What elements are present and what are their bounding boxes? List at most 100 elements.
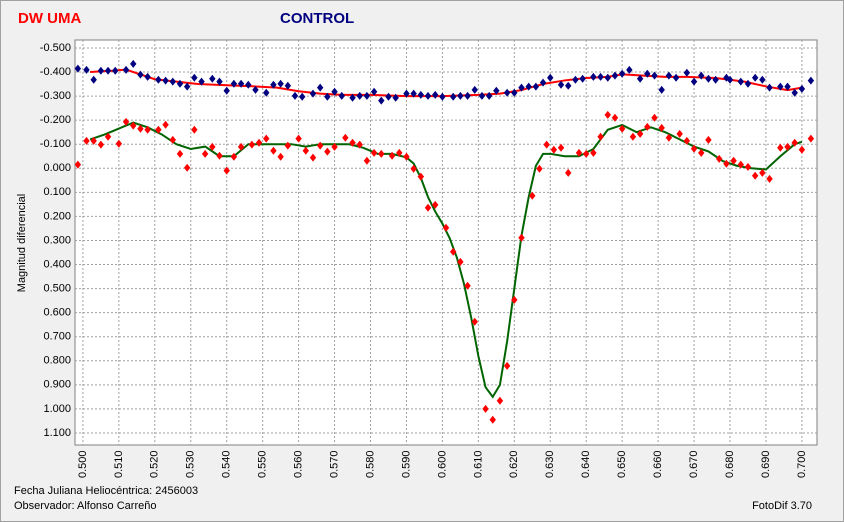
x-tick-label: 0.620 [508,450,520,478]
data-point [295,134,302,143]
data-point [74,160,82,169]
data-point [575,148,583,157]
data-point [316,141,324,150]
data-point [784,142,791,151]
y-tick-label: 1.000 [43,403,71,415]
data-point [572,75,579,84]
data-point [723,159,730,168]
data-point [629,132,637,141]
data-point [324,147,331,156]
y-tick-label: 0.200 [43,210,71,222]
y-tick-label: 0.000 [43,162,71,174]
data-point [636,129,644,138]
data-point [338,91,345,100]
data-point [130,121,137,130]
y-tick-label: -0.500 [40,42,71,54]
x-tick-label: 0.650 [616,450,628,478]
data-point [162,120,169,129]
x-tick-label: 0.640 [580,450,592,478]
data-point [471,85,478,94]
x-tick-label: 0.520 [149,450,161,478]
data-point [442,223,450,232]
data-point [191,73,198,82]
data-point [557,143,565,152]
data-point [590,72,597,81]
data-point [751,73,759,82]
x-tick-label: 0.500 [77,450,89,478]
data-point [791,88,798,97]
data-point [590,148,597,157]
data-point [137,70,144,79]
data-point [245,80,252,89]
data-point [759,168,766,177]
data-point [331,142,338,151]
x-tick-label: 0.510 [113,450,125,478]
data-point [198,77,205,86]
data-point [525,82,532,91]
data-point [396,148,403,157]
data-point [690,77,698,86]
data-point [270,80,277,89]
x-tick-label: 0.600 [436,450,448,478]
data-point [712,75,719,84]
data-point [471,317,478,326]
data-point [449,92,457,101]
data-point [665,133,673,142]
data-point [716,154,723,163]
data-point [432,200,439,209]
data-point [676,129,683,138]
data-point [230,152,238,161]
y-tick-label: -0.300 [40,90,71,102]
data-point [385,92,392,101]
data-point [807,134,815,143]
data-point [658,123,665,132]
data-point [730,156,737,165]
data-point [618,124,626,133]
x-tick-label: 0.530 [185,450,197,478]
data-point [672,73,680,82]
data-point [766,83,773,92]
data-point [478,91,486,100]
data-point [97,140,105,149]
data-point [417,172,425,181]
y-tick-label: -0.200 [40,114,71,126]
data-point [683,68,691,77]
data-point [496,396,504,405]
footer-date: Fecha Juliana Heliocéntrica: 2456003 [14,485,198,497]
data-point [737,160,744,169]
data-point [83,136,90,145]
data-point [464,91,471,100]
data-point [597,132,604,141]
data-point [277,152,284,161]
data-point [777,82,784,91]
legend-entry: CONTROL [280,10,354,27]
data-point [744,79,752,88]
data-point [751,171,759,180]
data-point [791,138,798,147]
data-point [518,83,525,92]
data-point [176,79,184,88]
data-point [403,89,410,98]
data-point [169,77,176,86]
data-point [784,82,791,91]
data-point [529,191,536,200]
y-tick-label: 0.700 [43,331,71,343]
data-point [230,79,238,88]
plot-area [74,39,818,446]
data-point [698,71,705,80]
legend-entry: DW UMA [18,10,81,27]
data-point [658,85,665,94]
data-point [363,91,371,100]
data-point [155,75,162,84]
data-point [626,65,633,74]
x-tick-label: 0.540 [221,450,233,478]
data-point [122,65,130,74]
data-point [316,83,324,92]
data-point [90,75,97,84]
data-point [798,84,806,93]
data-point [248,140,256,149]
data-point [356,140,363,149]
data-point [565,168,572,177]
data-point [424,91,432,100]
